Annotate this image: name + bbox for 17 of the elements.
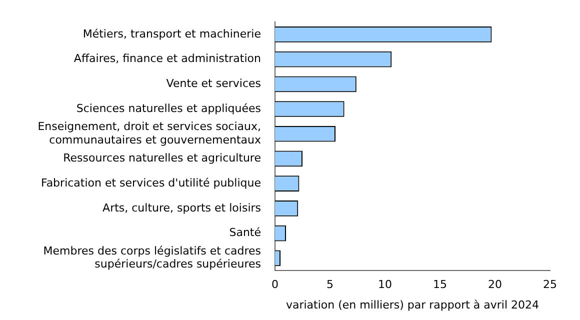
x-tick-label: 0: [272, 278, 278, 292]
x-tick-label: 25: [543, 278, 557, 292]
x-tick-label: 5: [326, 278, 334, 292]
x-axis-title: variation (en milliers) par rapport à avril 2024: [286, 298, 540, 312]
y-tick-label: Vente et services: [166, 77, 262, 90]
y-tick-label: Fabrication et services d'utilité publique: [41, 176, 262, 190]
x-tick-label: 15: [433, 278, 447, 292]
y-tick-label: Enseignement, droit et services sociaux, communautaires et gouvernementaux: [38, 120, 262, 146]
y-tick-label: Membres des corps législatifs et cadres supérieurs/cadres supérieures: [43, 244, 262, 271]
y-tick-label: Métiers, transport et machinerie: [82, 27, 262, 40]
y-tick-label: Affaires, finance et administration: [74, 52, 262, 66]
y-tick-label: Sciences naturelles et appliquées: [76, 102, 262, 115]
x-tick-label: 20: [488, 278, 502, 292]
y-tick-label: Arts, culture, sports et loisirs: [102, 201, 262, 214]
x-tick-label: 10: [378, 278, 392, 292]
y-tick-label: Santé: [229, 226, 262, 240]
y-tick-label: Ressources naturelles et agriculture: [63, 152, 262, 165]
